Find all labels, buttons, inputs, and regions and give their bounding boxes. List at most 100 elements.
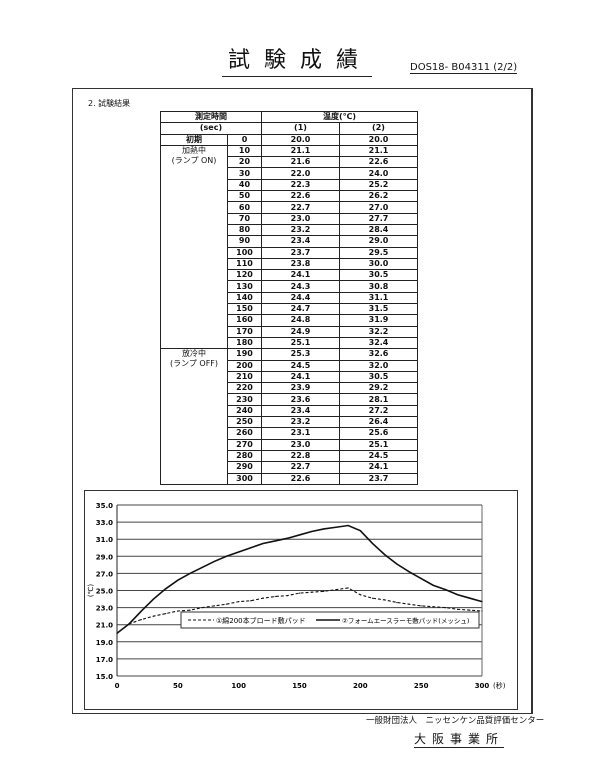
time-cell: 240: [227, 404, 262, 418]
header-col1: (1): [261, 122, 340, 135]
temp1-cell: 24.1: [261, 269, 340, 282]
data-point: [359, 530, 361, 532]
y-tick-label: 31.0: [96, 536, 113, 544]
temp2-cell: 32.4: [339, 336, 418, 350]
temp1-cell: 22.6: [261, 472, 340, 485]
temp2-cell: 29.0: [339, 235, 418, 248]
y-tick-label: 35.0: [96, 502, 113, 510]
office-name: 大阪事業所: [414, 732, 505, 748]
table-row: 60 22.7 27.0: [161, 201, 418, 214]
time-cell: 40: [227, 178, 262, 192]
table-row: 90 23.4 29.0: [161, 235, 418, 248]
data-point: [274, 540, 276, 542]
header-time-unit: (sec): [160, 122, 262, 135]
time-cell: 80: [227, 223, 262, 237]
data-point: [152, 615, 155, 617]
temp2-cell: 26.2: [339, 190, 418, 203]
temp1-cell: 23.8: [261, 257, 340, 271]
data-point: [432, 584, 434, 586]
temp1-cell: 21.1: [261, 144, 340, 158]
section-title: 2. 試験結果: [88, 99, 131, 108]
temp2-cell: 24.0: [339, 167, 418, 180]
temp1-cell: 23.4: [261, 404, 340, 418]
phase-label: 初期: [186, 134, 202, 144]
data-point: [396, 563, 398, 565]
x-tick-label: 250: [414, 682, 429, 690]
table-row: 70 23.0 27.7: [161, 212, 418, 225]
phase-note: (ランプ ON): [171, 155, 217, 165]
temp1-cell: 23.2: [261, 223, 340, 237]
data-point: [286, 537, 288, 539]
data-point: [384, 599, 386, 601]
time-cell: 180: [227, 336, 262, 350]
data-point: [298, 534, 301, 536]
chart-frame: [84, 490, 518, 710]
table-row: 140 24.4 31.1: [161, 291, 418, 305]
data-point: [371, 597, 374, 599]
data-point: [189, 572, 191, 574]
time-cell: 20: [227, 156, 262, 169]
temp1-cell: 22.0: [261, 167, 340, 180]
temp1-cell: 25.1: [261, 336, 340, 350]
x-tick-label: 100: [231, 682, 246, 690]
data-point: [286, 595, 288, 597]
table-row: 130 24.3 30.8: [161, 280, 418, 293]
temp2-cell: 29.2: [339, 382, 418, 395]
temp2-cell: 32.0: [339, 359, 418, 372]
temp1-cell: 24.5: [261, 359, 340, 372]
temp1-cell: 23.6: [261, 393, 340, 406]
y-tick-label: 27.0: [96, 570, 113, 578]
temp1-cell: 23.2: [261, 416, 340, 429]
temp2-cell: 20.0: [339, 133, 418, 146]
temp1-cell: 24.7: [261, 303, 340, 316]
data-point: [298, 592, 301, 594]
data-point: [140, 610, 142, 612]
data-point: [432, 606, 434, 608]
time-cell: 220: [227, 382, 262, 395]
data-point: [347, 587, 349, 589]
y-tick-label: 25.0: [96, 588, 113, 596]
temp1-cell: 22.7: [261, 201, 340, 214]
data-point: [396, 601, 398, 604]
time-cell: 130: [227, 280, 262, 293]
temp2-cell: 30.0: [339, 257, 418, 271]
data-point: [481, 610, 483, 612]
data-point: [408, 603, 410, 605]
x-tick-label: 0: [115, 682, 120, 690]
temp2-cell: 24.1: [339, 461, 418, 474]
time-cell: 230: [227, 393, 262, 406]
temp1-cell: 23.0: [261, 438, 340, 451]
phase-note: (ランプ OFF): [169, 359, 219, 369]
data-point: [347, 524, 349, 527]
time-cell: 250: [227, 416, 262, 429]
temp2-cell: 23.7: [339, 472, 418, 485]
temp2-cell: 30.5: [339, 269, 418, 282]
time-cell: 190: [227, 348, 262, 361]
table-row: 初期 0 20.0 20.0: [160, 133, 418, 146]
table-row: 30 22.0 24.0: [161, 167, 418, 180]
time-cell: 170: [227, 325, 262, 338]
time-cell: 290: [227, 461, 262, 474]
time-cell: 300: [227, 472, 262, 485]
data-point: [201, 566, 203, 569]
data-point: [323, 528, 325, 530]
time-cell: 60: [227, 201, 262, 214]
temp1-cell: 20.0: [261, 133, 340, 146]
legend-label-2: ②フォームエースラーモ敷パッド(メッシュ): [342, 616, 469, 625]
temp1-cell: 23.9: [261, 382, 340, 395]
results-table: 測定時間 温度(℃) (sec) (1) (2) 初期 0 20.0 20.0 加熱中 (ランプ…: [160, 110, 418, 485]
temp1-cell: 22.6: [261, 190, 340, 203]
data-point: [408, 571, 410, 573]
data-point: [225, 603, 228, 605]
temp1-cell: 23.4: [261, 235, 340, 248]
data-point: [335, 589, 337, 591]
document-number: DOS18- B04311 (2/2): [410, 62, 518, 74]
x-tick-label: 150: [292, 682, 307, 690]
data-point: [177, 579, 179, 581]
data-point: [238, 551, 240, 553]
temp2-cell: 28.4: [339, 223, 418, 237]
data-point: [481, 601, 483, 603]
temp2-cell: 26.4: [339, 416, 418, 429]
temp1-cell: 23.1: [261, 427, 340, 440]
data-point: [213, 560, 215, 563]
